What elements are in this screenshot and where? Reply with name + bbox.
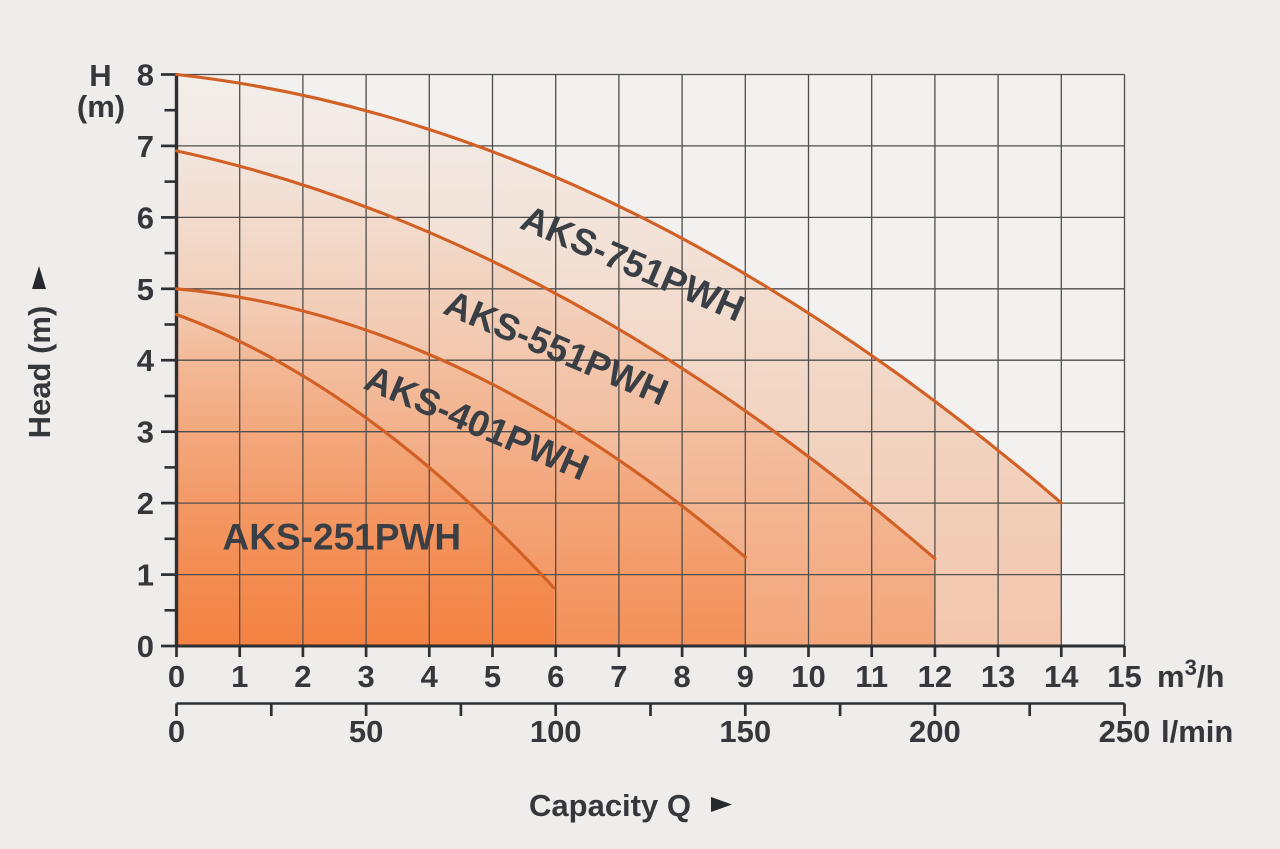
svg-text:Capacity Q: Capacity Q (529, 788, 691, 823)
svg-text:0: 0 (137, 629, 154, 664)
svg-text:6: 6 (547, 659, 564, 694)
svg-text:3: 3 (137, 415, 154, 450)
svg-text:13: 13 (981, 659, 1015, 694)
svg-text:4: 4 (137, 343, 155, 378)
svg-text:200: 200 (909, 714, 961, 749)
svg-text:5: 5 (484, 659, 501, 694)
svg-text:8: 8 (137, 58, 154, 93)
svg-text:5: 5 (137, 272, 154, 307)
svg-text:100: 100 (530, 714, 582, 749)
svg-text:1: 1 (231, 659, 248, 694)
svg-text:l/min: l/min (1161, 714, 1233, 749)
svg-text:6: 6 (137, 200, 154, 235)
svg-text:1: 1 (137, 558, 154, 593)
svg-text:H: H (89, 58, 111, 93)
svg-text:4: 4 (421, 659, 439, 694)
svg-text:15: 15 (1107, 659, 1141, 694)
svg-text:12: 12 (918, 659, 952, 694)
svg-text:3: 3 (357, 659, 374, 694)
svg-text:Head (m): Head (m) (22, 306, 57, 439)
svg-text:2: 2 (294, 659, 311, 694)
svg-text:50: 50 (349, 714, 383, 749)
svg-text:0: 0 (168, 714, 185, 749)
svg-text:2: 2 (137, 486, 154, 521)
svg-text:11: 11 (855, 659, 888, 694)
svg-text:0: 0 (168, 659, 185, 694)
svg-text:(m): (m) (77, 89, 125, 124)
svg-text:7: 7 (610, 659, 627, 694)
svg-text:AKS-251PWH: AKS-251PWH (223, 517, 462, 558)
svg-text:150: 150 (719, 714, 771, 749)
svg-text:8: 8 (673, 659, 690, 694)
svg-text:9: 9 (737, 659, 754, 694)
svg-text:14: 14 (1044, 659, 1079, 694)
svg-text:7: 7 (137, 129, 154, 164)
svg-text:250: 250 (1099, 714, 1151, 749)
svg-text:10: 10 (791, 659, 825, 694)
